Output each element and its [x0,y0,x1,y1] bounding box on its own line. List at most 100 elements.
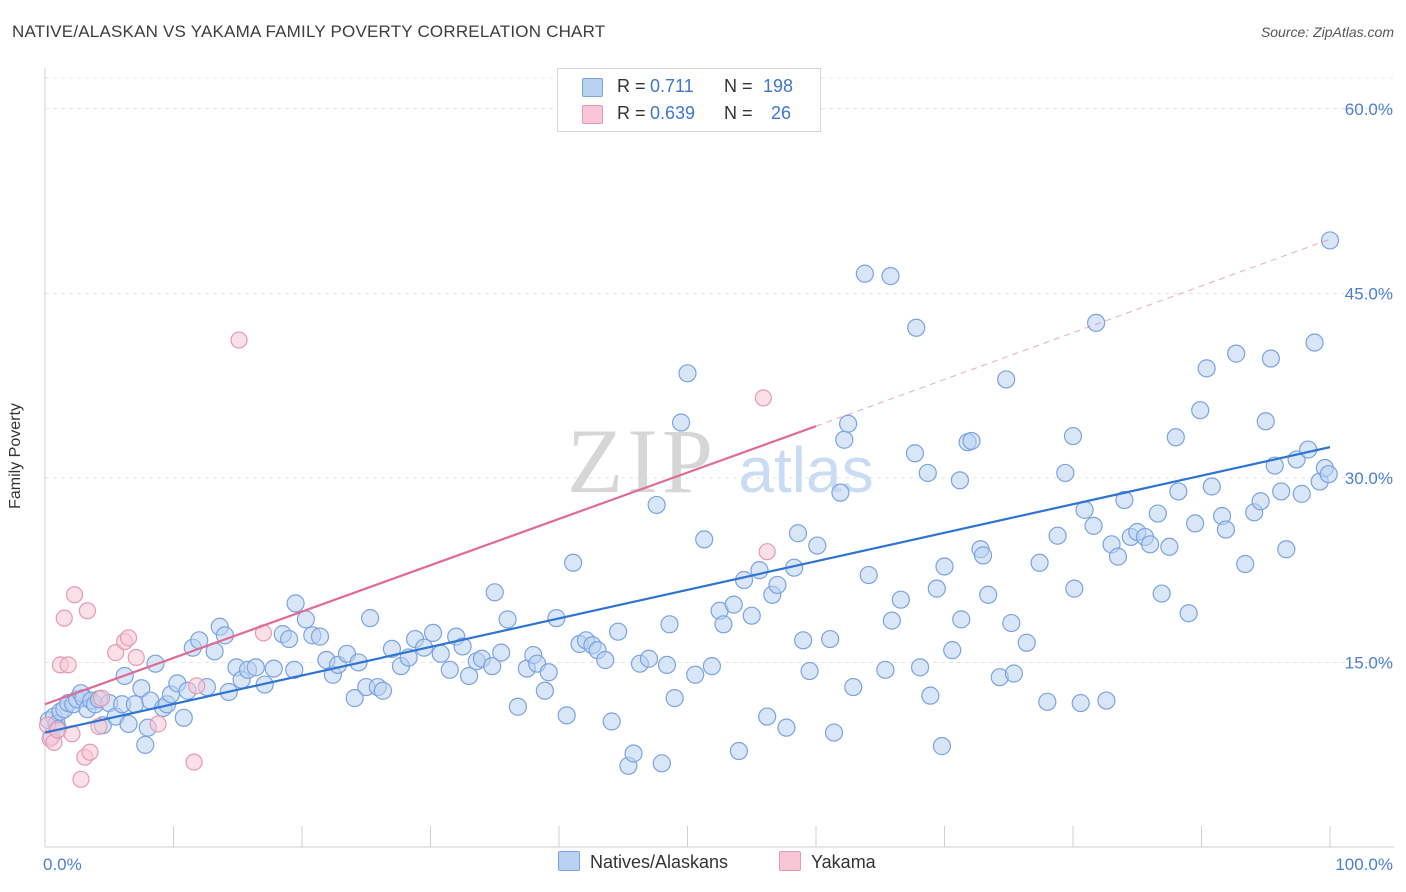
point-natives [639,649,659,668]
point-natives [777,718,796,737]
point-natives [174,708,193,727]
x-tick-label-max: 100.0% [1335,855,1393,874]
point-natives [997,370,1016,389]
point-natives [952,610,971,629]
point-natives [1256,412,1275,431]
point-yakama [188,677,206,695]
point-natives [1071,693,1090,713]
point-natives [660,615,679,634]
point-natives [844,677,863,697]
point-natives [1261,349,1280,368]
point-natives [539,663,558,682]
point-natives [1108,547,1128,566]
point-natives [1140,535,1160,554]
point-natives [1216,520,1236,539]
point-natives [498,610,517,629]
point-natives [285,660,304,679]
point-natives [431,644,450,663]
point-natives [724,595,743,614]
point-natives [1292,484,1311,503]
point-yakama [758,543,776,561]
point-natives [557,706,576,725]
point-natives [1185,514,1205,533]
point-natives [907,318,926,337]
point-natives [824,723,844,742]
point-natives [492,643,511,662]
bottom-legend-natives: Natives/Alaskans [558,851,728,873]
point-natives [652,754,671,773]
point-natives [264,659,283,678]
point-natives [1169,482,1188,501]
point-natives [1179,604,1198,623]
point-natives [132,679,151,698]
point-natives [657,655,677,675]
legend-r-label: R = [617,103,646,123]
point-natives [943,641,962,660]
point-natives [1277,540,1296,559]
point-natives [882,611,901,630]
point-natives [373,681,393,700]
point-natives [821,629,840,649]
point-natives [345,689,364,708]
legend-n-value: 198 [763,76,794,96]
legend-n-label: N = [724,76,753,96]
point-natives [910,658,930,677]
point-natives [1065,579,1084,598]
point-natives [729,741,749,761]
point-natives [788,524,808,543]
point-natives [742,606,761,625]
point-natives [423,623,443,643]
point-natives [921,686,940,705]
point-natives [1056,463,1075,483]
point-natives [508,697,527,716]
point-yakama [754,389,772,407]
x-tick-label-min: 0.0% [43,855,82,874]
point-natives [695,530,714,549]
point-natives [927,579,946,598]
point-natives [136,735,155,754]
legend-n-label: N = [724,103,753,123]
point-natives [876,660,895,679]
trend-line-yakama [44,425,817,706]
point-natives [1202,477,1221,496]
point-natives [1148,504,1167,523]
point-natives [1030,553,1049,572]
trend-lines [44,238,1331,734]
point-natives [119,714,138,734]
point-natives [678,364,697,383]
point-natives [1152,584,1171,603]
point-natives [286,594,305,613]
bottom-legend-swatch-natives [558,851,580,871]
point-natives [1084,516,1103,535]
point-natives [564,553,583,572]
point-yakama [149,715,167,733]
bottom-legend-label-natives: Natives/Alaskans [590,852,729,872]
point-natives [973,546,993,565]
point-natives [768,575,787,595]
point-natives [1319,465,1338,484]
point-natives [246,658,265,677]
point-natives [361,609,380,628]
point-yakama [230,331,248,349]
point-natives [859,565,878,585]
legend: R = 0.711 N = 198 R = 0.639 N = 26 [557,68,821,132]
point-natives [665,689,684,708]
point-natives [855,264,874,283]
point-yakama [72,770,90,788]
y-tick-label: 15.0% [1345,653,1393,672]
point-natives [932,737,952,756]
point-natives [950,471,970,490]
point-yakama [55,609,73,627]
point-natives [647,495,666,515]
point-natives [702,657,722,676]
legend-r-value: 0.711 [650,76,694,96]
point-natives [1087,313,1106,332]
point-natives [280,629,299,649]
point-natives [1236,554,1255,574]
series-natives-points [39,231,1340,775]
watermark-atlas: atlas [738,434,873,506]
point-natives [800,661,819,681]
point-yakama [107,643,125,662]
point-natives [905,444,925,463]
watermark-zip: ZIP [567,410,717,512]
